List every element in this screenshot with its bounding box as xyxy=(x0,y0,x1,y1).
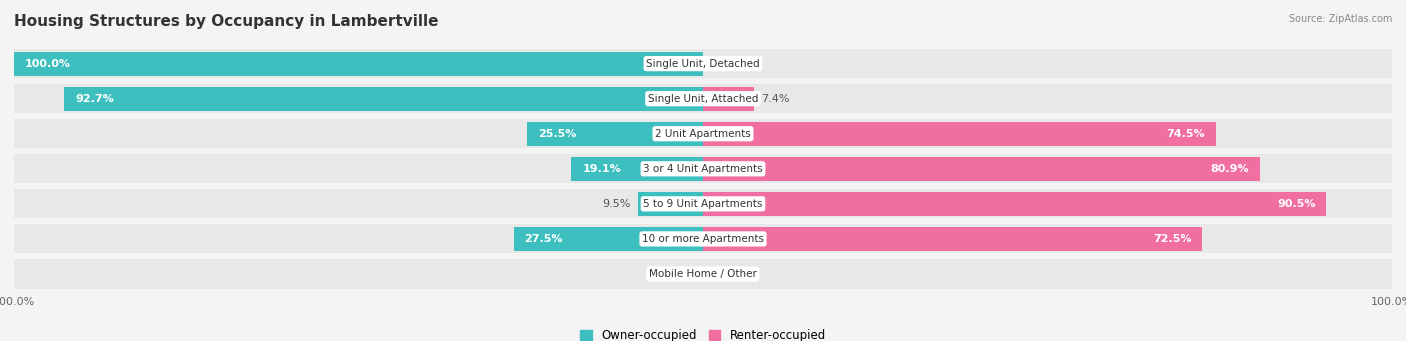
Bar xyxy=(527,122,703,146)
Text: Single Unit, Detached: Single Unit, Detached xyxy=(647,59,759,69)
Text: 90.5%: 90.5% xyxy=(1277,199,1316,209)
Legend: Owner-occupied, Renter-occupied: Owner-occupied, Renter-occupied xyxy=(579,329,827,341)
Bar xyxy=(703,122,1216,146)
Bar xyxy=(14,260,1392,288)
Bar xyxy=(571,157,703,181)
Text: 2 Unit Apartments: 2 Unit Apartments xyxy=(655,129,751,139)
Text: Mobile Home / Other: Mobile Home / Other xyxy=(650,269,756,279)
Text: 25.5%: 25.5% xyxy=(538,129,576,139)
Text: Source: ZipAtlas.com: Source: ZipAtlas.com xyxy=(1288,14,1392,24)
Text: 9.5%: 9.5% xyxy=(602,199,631,209)
Bar xyxy=(65,87,703,110)
Text: Housing Structures by Occupancy in Lambertville: Housing Structures by Occupancy in Lambe… xyxy=(14,14,439,29)
Text: 19.1%: 19.1% xyxy=(582,164,621,174)
Text: 5 to 9 Unit Apartments: 5 to 9 Unit Apartments xyxy=(644,199,762,209)
Bar xyxy=(703,192,1326,216)
Bar xyxy=(14,84,1392,113)
Text: 27.5%: 27.5% xyxy=(524,234,562,244)
Text: 0.0%: 0.0% xyxy=(724,269,752,279)
Bar xyxy=(703,157,1260,181)
Bar xyxy=(513,227,703,251)
Text: 80.9%: 80.9% xyxy=(1211,164,1250,174)
Text: Single Unit, Attached: Single Unit, Attached xyxy=(648,94,758,104)
Bar xyxy=(637,192,703,216)
Text: 7.4%: 7.4% xyxy=(761,94,789,104)
Bar xyxy=(14,52,703,76)
Bar xyxy=(703,87,754,110)
Bar xyxy=(14,224,1392,253)
Text: 100.0%: 100.0% xyxy=(25,59,72,69)
Text: 0.0%: 0.0% xyxy=(654,269,682,279)
Text: 92.7%: 92.7% xyxy=(76,94,114,104)
Bar xyxy=(703,227,1202,251)
Bar xyxy=(14,189,1392,218)
Text: 10 or more Apartments: 10 or more Apartments xyxy=(643,234,763,244)
Text: 74.5%: 74.5% xyxy=(1167,129,1205,139)
Bar xyxy=(14,154,1392,183)
Bar xyxy=(14,49,1392,78)
Text: 72.5%: 72.5% xyxy=(1153,234,1191,244)
Text: 3 or 4 Unit Apartments: 3 or 4 Unit Apartments xyxy=(643,164,763,174)
Text: 0.0%: 0.0% xyxy=(724,59,752,69)
Bar xyxy=(14,119,1392,148)
